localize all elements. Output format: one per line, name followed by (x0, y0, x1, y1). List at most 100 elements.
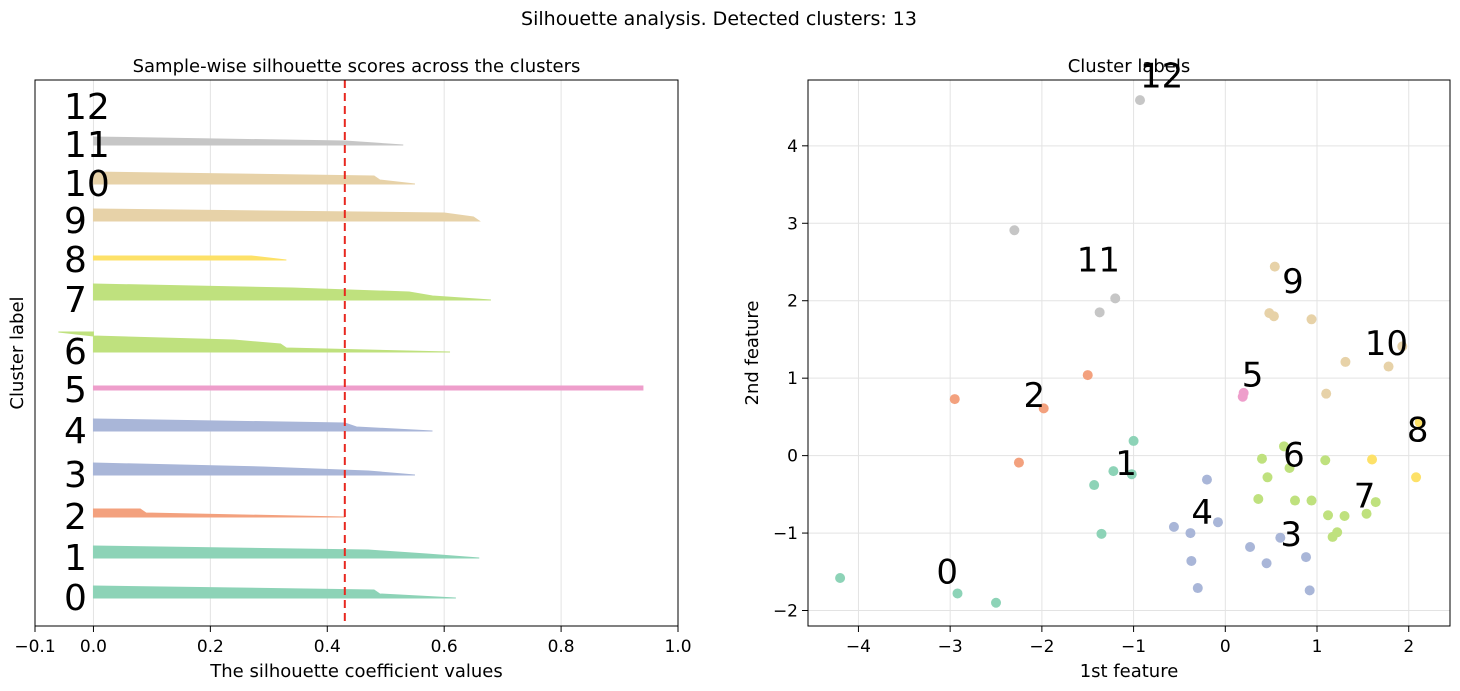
silhouette-cluster-9 (92, 208, 481, 222)
scatter-point (1201, 474, 1212, 485)
figure-title: Silhouette analysis. Detected clusters: … (521, 8, 917, 30)
silhouette-cluster-10 (92, 171, 416, 185)
scatter-point (1261, 558, 1272, 569)
scatter-point (952, 588, 963, 599)
scatter-point (1411, 472, 1422, 483)
silhouette-x-axis-label: The silhouette coefficient values (209, 661, 502, 682)
scatter-y-tick-label: 3 (787, 214, 798, 234)
silhouette-cluster-label: 11 (64, 125, 110, 166)
cluster-annotation: 8 (1407, 411, 1429, 451)
scatter-point (1185, 528, 1196, 539)
scatter-plot-title: Cluster labels (1068, 56, 1191, 77)
cluster-annotation: 6 (1283, 435, 1305, 475)
silhouette-x-tick-label: 0.8 (548, 637, 575, 657)
silhouette-y-axis-label: Cluster label (7, 296, 28, 409)
scatter-point (1306, 495, 1317, 506)
silhouette-cluster-label: 5 (64, 370, 87, 411)
scatter-point (1290, 495, 1301, 506)
silhouette-x-tick-label: 0.4 (314, 637, 341, 657)
scatter-point (1304, 585, 1315, 596)
silhouette-plot-title: Sample-wise silhouette scores across the… (133, 56, 581, 77)
silhouette-x-tick-label: 0.6 (431, 637, 458, 657)
scatter-point (1192, 583, 1203, 594)
cluster-annotation: 7 (1354, 477, 1376, 517)
scatter-point (1275, 532, 1286, 543)
scatter-point (1212, 517, 1223, 528)
silhouette-x-tick-label: −0.1 (14, 637, 55, 657)
cluster-annotation: 11 (1077, 240, 1120, 280)
silhouette-cluster-label: 4 (64, 411, 87, 452)
scatter-point (1269, 261, 1280, 272)
scatter-point (1414, 417, 1425, 428)
scatter-point (1320, 455, 1331, 466)
scatter-point (1089, 480, 1100, 491)
scatter-x-tick-label: 0 (1220, 637, 1231, 657)
scatter-y-tick-label: 1 (787, 369, 798, 389)
cluster-annotation: 12 (1140, 57, 1183, 97)
scatter-x-tick-label: 1 (1312, 637, 1323, 657)
scatter-point (1110, 293, 1121, 304)
silhouette-cluster-6 (58, 331, 451, 353)
silhouette-cluster-3 (92, 462, 415, 476)
silhouette-cluster-11 (92, 136, 404, 146)
silhouette-cluster-label: 0 (64, 578, 87, 619)
silhouette-cluster-1 (92, 545, 480, 559)
scatter-point (1009, 225, 1020, 236)
cluster-annotation: 5 (1242, 356, 1264, 396)
silhouette-cluster-label: 10 (64, 164, 110, 205)
scatter-point (1370, 497, 1381, 508)
silhouette-cluster-4 (92, 418, 433, 432)
scatter-y-tick-label: 0 (787, 447, 798, 467)
cluster-annotation: 10 (1365, 324, 1408, 364)
silhouette-cluster-label: 7 (64, 280, 87, 321)
scatter-point (1340, 356, 1351, 367)
scatter-point (1238, 387, 1249, 398)
scatter-point (1013, 457, 1024, 468)
cluster-annotation: 0 (936, 552, 958, 592)
silhouette-cluster-7 (92, 283, 491, 301)
silhouette-cluster-label: 9 (64, 201, 87, 242)
scatter-point (1253, 493, 1264, 504)
scatter-point (1327, 531, 1338, 542)
silhouette-cluster-label: 2 (64, 497, 87, 538)
scatter-point (1128, 435, 1139, 446)
cluster-annotation: 2 (1024, 376, 1046, 416)
scatter-point (1306, 314, 1317, 325)
silhouette-x-tick-label: 0.2 (197, 637, 224, 657)
scatter-point (1339, 511, 1350, 522)
silhouette-x-tick-label: 0.0 (80, 637, 107, 657)
scatter-point (835, 572, 846, 583)
scatter-x-tick-label: 2 (1403, 637, 1414, 657)
scatter-point (1397, 341, 1408, 352)
scatter-y-tick-label: 4 (787, 137, 798, 157)
cluster-annotation: 3 (1280, 515, 1302, 555)
cluster-annotation: 4 (1191, 493, 1213, 533)
silhouette-x-tick-label: 1.0 (664, 637, 691, 657)
scatter-point (1186, 555, 1197, 566)
scatter-point (1256, 453, 1267, 464)
scatter-point (1126, 469, 1137, 480)
scatter-y-axis-label: 2nd feature (742, 301, 763, 406)
silhouette-cluster-8 (92, 255, 287, 261)
silhouette-axes-frame (34, 79, 679, 627)
silhouette-cluster-label: 3 (64, 455, 87, 496)
scatter-x-tick-label: −3 (938, 637, 963, 657)
cluster-annotation: 9 (1282, 262, 1304, 302)
cluster-annotation: 1 (1115, 444, 1137, 484)
scatter-point (1262, 472, 1273, 483)
scatter-point (1038, 403, 1049, 414)
silhouette-cluster-label: 12 (64, 87, 110, 128)
scatter-point (1096, 528, 1107, 539)
silhouette-cluster-5 (92, 385, 644, 391)
scatter-x-axis-label: 1st feature (1080, 661, 1179, 682)
scatter-y-tick-label: −2 (773, 602, 798, 622)
scatter-point (1082, 370, 1093, 381)
silhouette-cluster-label: 1 (64, 538, 87, 579)
scatter-point (1301, 552, 1312, 563)
scatter-point (1321, 388, 1332, 399)
scatter-x-tick-label: −4 (846, 637, 871, 657)
scatter-point (1108, 466, 1119, 477)
